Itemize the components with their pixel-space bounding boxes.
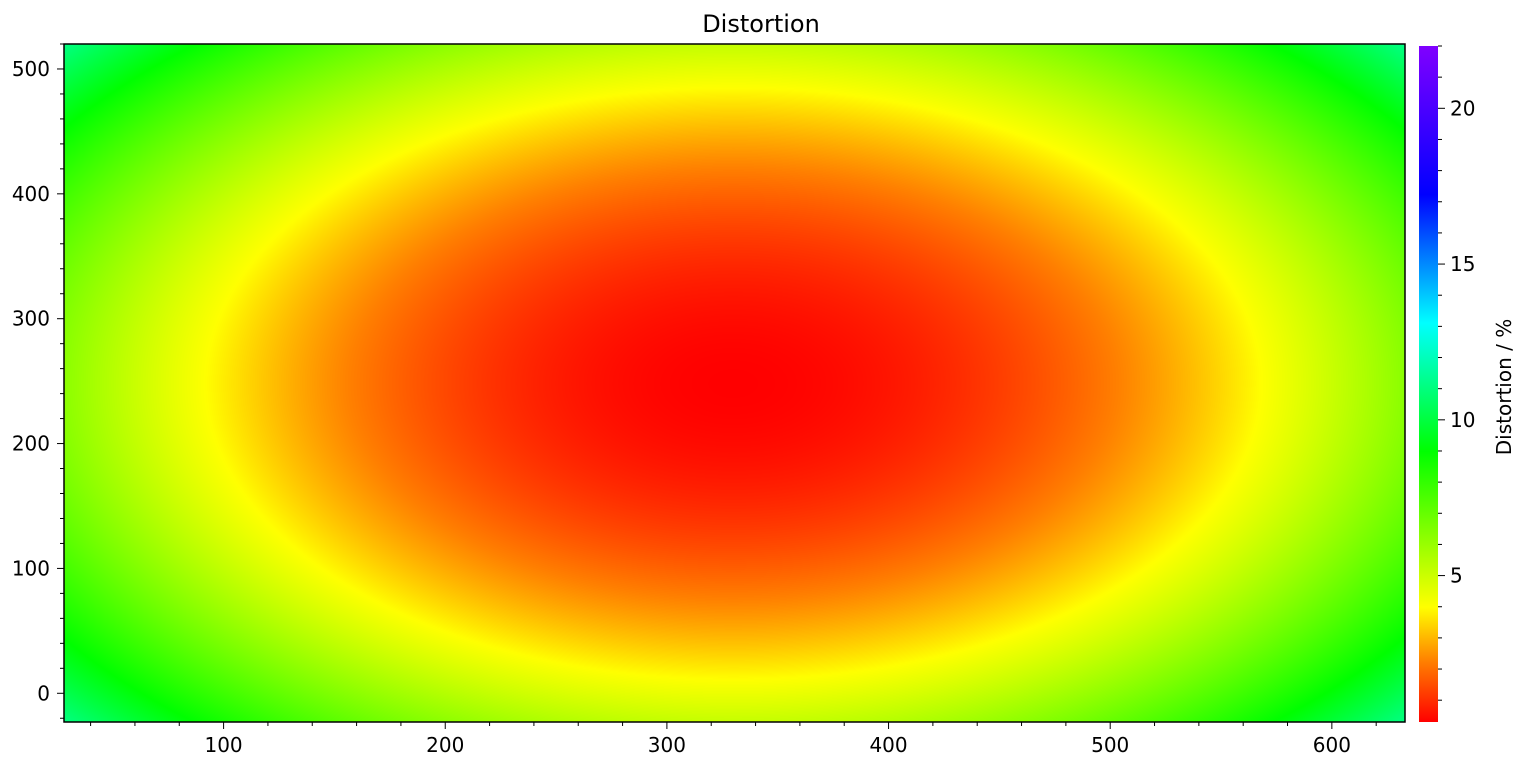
y-axis: 0 100 200 300 400 500	[12, 43, 64, 719]
x-tick-label: 500	[1091, 733, 1129, 757]
y-tick-label: 300	[12, 307, 50, 331]
colorbar	[1419, 46, 1438, 722]
x-tick-label: 600	[1313, 733, 1351, 757]
x-axis: 100 200 300 400 500 600	[90, 722, 1377, 757]
chart-title: Distortion	[702, 10, 820, 38]
x-tick-label: 300	[648, 733, 686, 757]
colorbar-tick-label: 10	[1450, 408, 1475, 432]
y-tick-label: 200	[12, 432, 50, 456]
heatmap-area	[64, 44, 1405, 722]
x-tick-label: 400	[869, 733, 907, 757]
colorbar-tick-label: 15	[1450, 252, 1475, 276]
x-tick-label: 100	[204, 733, 242, 757]
y-tick-label: 400	[12, 182, 50, 206]
colorbar-tick-label: 5	[1450, 564, 1463, 588]
x-tick-label: 200	[426, 733, 464, 757]
colorbar-axis: 5 10 15 20	[1438, 45, 1475, 701]
colorbar-label: Distortion / %	[1492, 319, 1516, 455]
y-tick-label: 0	[37, 681, 50, 705]
plot-frame	[63, 43, 1406, 723]
y-tick-label: 500	[12, 57, 50, 81]
colorbar-tick-label: 20	[1450, 96, 1475, 120]
y-tick-label: 100	[12, 556, 50, 580]
